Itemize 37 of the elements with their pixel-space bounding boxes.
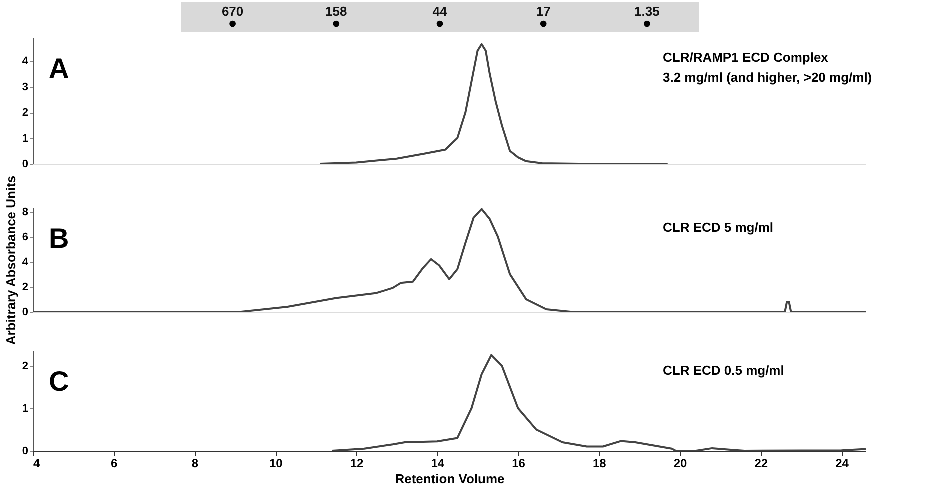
x-tick-label: 6 [111,456,118,470]
y-tick-label: 4 [22,56,30,68]
y-axis-title: Arbitrary Absorbance Units [3,176,18,346]
x-tick-label: 16 [512,456,526,470]
y-tick-label: 2 [22,281,28,294]
x-axis-title: Retention Volume [395,472,505,486]
x-tick-label: 24 [836,456,850,470]
text: 670 [222,4,244,19]
annotation: B [49,223,70,254]
text: 1.35 [634,4,660,19]
x-tick-label: 4 [34,456,40,470]
x-tick-label: 14 [431,456,445,470]
y-tick-label: 8 [22,206,28,218]
text: 17 [536,4,551,19]
y-tick-label: 0 [22,446,28,458]
y-tick-label: 2 [22,107,28,120]
y-tick-label: 0 [22,158,28,170]
text: 158 [326,4,348,19]
annotation: CLR ECD 5 mg/ml [663,220,774,235]
y-tick-label: 2 [22,360,28,372]
y-tick-label: 1 [22,132,28,145]
y-tick-label: 6 [22,231,28,244]
x-tick-label: 12 [350,456,364,470]
annotation: A [49,53,70,84]
y-tick-label: 1 [22,402,28,415]
annotation: C [49,366,70,397]
annotation: CLR ECD 0.5 mg/ml [663,363,784,378]
x-tick-label: 22 [754,456,768,470]
x-tick-label: 10 [269,456,284,470]
x-tick-label: 8 [192,456,199,470]
y-tick-label: 4 [22,256,30,268]
y-tick-label: 0 [22,306,28,318]
annotation: CLR/RAMP1 ECD Complex 3.2 mg/ml (and higher, >20 mg/ml) [663,50,872,85]
x-tick-label: 20 [674,456,688,470]
y-tick-label: 3 [22,81,28,94]
text: 44 [432,4,448,19]
x-tick-label: 18 [592,456,607,470]
